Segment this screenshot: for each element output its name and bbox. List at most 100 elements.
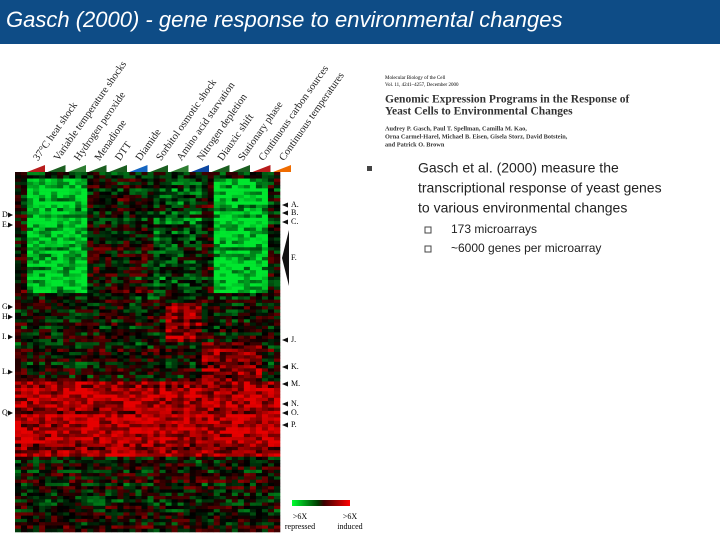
heatmap-cell (75, 204, 82, 209)
heatmap-cell (69, 306, 76, 310)
heatmap-cell (105, 361, 112, 366)
heatmap-cell (267, 391, 275, 395)
heatmap-cell (123, 338, 130, 343)
heatmap-cell (225, 352, 233, 356)
heatmap-cell (129, 322, 136, 327)
heatmap-cell (57, 260, 64, 264)
heatmap-cell (225, 427, 233, 431)
heatmap-cell (147, 430, 154, 435)
heatmap-cell (141, 237, 148, 242)
heatmap-cell (159, 289, 166, 294)
heatmap-cell (15, 276, 22, 281)
heatmap-cell (63, 338, 70, 343)
heatmap-cell (63, 342, 70, 346)
heatmap-cell (129, 410, 136, 415)
heatmap-cell (123, 414, 130, 418)
heatmap-cell (45, 332, 52, 336)
heatmap-cell (21, 473, 28, 477)
heatmap-cell (237, 505, 245, 510)
heatmap-cell (117, 345, 124, 350)
heatmap-cell (171, 208, 178, 212)
heatmap-cell (201, 374, 209, 379)
heatmap-cell (63, 348, 70, 353)
heatmap-cell (231, 430, 239, 435)
heatmap-cell (33, 414, 40, 418)
heatmap-cell (261, 384, 269, 389)
heatmap-cell (21, 237, 28, 242)
heatmap-cell (189, 407, 196, 412)
heatmap-cell (267, 338, 275, 343)
heatmap-cell (231, 433, 239, 438)
heatmap-cell (165, 424, 172, 428)
condition-wedge (129, 165, 148, 172)
heatmap-cell (99, 266, 106, 271)
heatmap-cell (273, 257, 281, 261)
heatmap-cell (39, 446, 46, 451)
heatmap-cell (261, 460, 269, 464)
heatmap-cell (63, 502, 70, 507)
heatmap-cell (171, 322, 178, 327)
heatmap-cell (243, 365, 251, 369)
heatmap-cell (105, 437, 112, 441)
heatmap-cell (81, 456, 88, 461)
heatmap-cell (21, 374, 28, 379)
heatmap-cell (111, 181, 118, 186)
heatmap-cell (105, 509, 112, 513)
heatmap-cell (141, 240, 148, 245)
heatmap-cell (261, 266, 269, 271)
heatmap-cell (189, 283, 196, 287)
heatmap-cell (81, 378, 88, 382)
heatmap-cell (213, 394, 221, 399)
heatmap-cell (183, 489, 190, 494)
heatmap-cell (57, 322, 64, 327)
heatmap-cell (231, 198, 239, 202)
heatmap-cell (135, 250, 142, 255)
heatmap-cell (267, 352, 275, 356)
heatmap-cell (51, 505, 58, 510)
heatmap-cell (141, 456, 148, 461)
heatmap-cell (33, 250, 40, 255)
heatmap-cell (237, 502, 245, 507)
heatmap-cell (243, 391, 251, 395)
heatmap-cell (249, 358, 257, 363)
heatmap-cell (165, 486, 172, 490)
heatmap-cell (117, 352, 124, 356)
heatmap-cell (105, 312, 112, 317)
heatmap-cell (249, 525, 257, 530)
heatmap-cell (201, 371, 209, 376)
heatmap-cell (57, 296, 64, 300)
heatmap-cell (231, 424, 239, 428)
heatmap-cell (243, 515, 251, 520)
heatmap-cell (159, 237, 166, 242)
heatmap-cell (237, 361, 245, 366)
heatmap-cell (219, 424, 227, 428)
heatmap-cell (267, 342, 275, 346)
sub-bullet (424, 226, 432, 234)
heatmap-cell (237, 384, 245, 389)
heatmap-cell (249, 450, 257, 454)
heatmap-cell (51, 270, 58, 274)
heatmap-cell (105, 397, 112, 402)
heatmap-cell (261, 293, 269, 297)
heatmap-cell (225, 518, 233, 523)
heatmap-cell (27, 502, 34, 507)
heatmap-cell (165, 414, 172, 418)
heatmap-cell (45, 198, 52, 202)
heatmap-cell (255, 361, 263, 366)
heatmap-cell (237, 450, 245, 454)
heatmap-cell (237, 214, 245, 219)
heatmap-cell (57, 453, 64, 458)
heatmap-cell (87, 280, 94, 284)
heatmap-cell (225, 466, 233, 471)
heatmap-cell (87, 185, 94, 189)
heatmap-cell (231, 358, 239, 363)
heatmap-cell (261, 371, 269, 376)
heatmap-cell (189, 312, 196, 317)
heatmap-cell (213, 430, 221, 435)
heatmap-cell (87, 437, 94, 441)
heatmap-cell (111, 522, 118, 526)
heatmap-cell (27, 404, 34, 408)
heatmap-cell (21, 456, 28, 461)
heatmap-cell (33, 424, 40, 428)
heatmap-cell (249, 371, 257, 376)
